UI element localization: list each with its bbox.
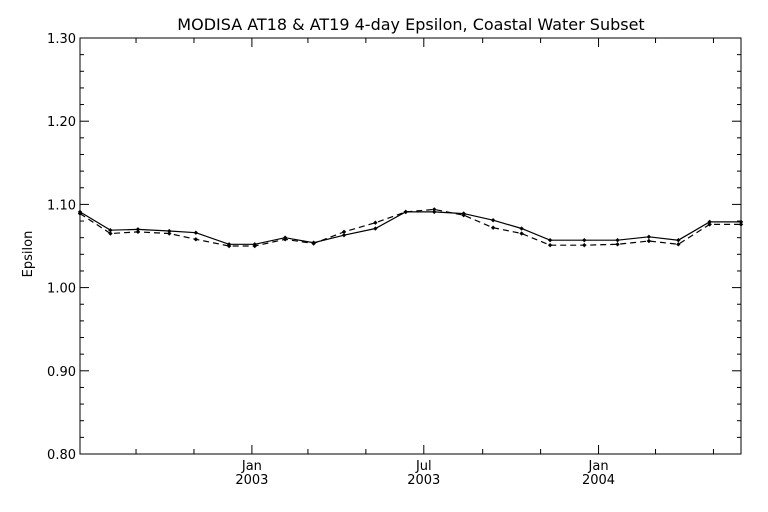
- series-1-line: [79, 211, 741, 245]
- x-tick-label-year: 2004: [582, 473, 615, 488]
- series-1-point: [646, 234, 652, 240]
- series-2-point: [432, 207, 437, 212]
- series-2-point: [193, 237, 199, 242]
- series-2-point: [341, 229, 347, 235]
- series-2-point: [615, 242, 620, 247]
- series-2-point: [167, 231, 172, 236]
- series-2-point: [646, 238, 652, 244]
- series-2-point: [490, 225, 496, 230]
- x-tick-label-month: Jan: [241, 459, 262, 474]
- series-2-point: [311, 241, 316, 246]
- series-2-point: [461, 213, 466, 218]
- series-2-point: [403, 209, 408, 215]
- y-tick-label: 0.90: [47, 365, 76, 380]
- series-2-point: [738, 222, 744, 227]
- series-1-point: [738, 219, 744, 225]
- series-2-point: [252, 243, 257, 249]
- y-axis-label: Epsilon: [21, 231, 36, 278]
- series-1-point: [707, 219, 712, 225]
- series-1-point: [490, 218, 496, 223]
- series-2-line: [79, 208, 741, 247]
- series-1-point: [135, 227, 141, 232]
- y-tick-label: 1.00: [47, 282, 76, 297]
- series-2-point: [108, 231, 113, 236]
- series-2-point: [77, 211, 83, 216]
- x-tick-label-month: Jan: [588, 459, 609, 474]
- x-tick-label-month: Jul: [415, 459, 432, 474]
- series-2-point: [707, 222, 712, 227]
- series-1-point: [547, 237, 553, 243]
- series-2-point: [226, 243, 232, 249]
- series-1-point: [582, 237, 587, 243]
- y-tick-label: 0.80: [47, 448, 76, 463]
- series-2-point: [373, 220, 378, 225]
- series-1-point: [432, 209, 437, 215]
- series-2-point: [135, 229, 141, 235]
- x-tick-label-year: 2003: [407, 473, 440, 488]
- y-axis: 0.80 0.90 1.00 1.10 1.20 1.30: [47, 32, 741, 463]
- series-1-point: [373, 226, 378, 231]
- y-tick-label: 1.10: [47, 198, 76, 213]
- series-1-point: [519, 226, 524, 231]
- series-2-point: [582, 242, 587, 248]
- series-1-point: [676, 237, 681, 243]
- series-2-point: [547, 242, 553, 248]
- series-1-point: [167, 228, 172, 234]
- series-2-point: [676, 242, 681, 247]
- series-1-point: [615, 237, 620, 243]
- y-tick-label: 1.30: [47, 32, 76, 47]
- y-tick-label: 1.20: [47, 115, 76, 130]
- chart-title: MODISA AT18 & AT19 4-day Epsilon, Coasta…: [177, 15, 644, 34]
- series-layer: [77, 207, 744, 249]
- series-1-point: [108, 227, 113, 233]
- plot-frame: [79, 37, 742, 455]
- series-1-point: [193, 230, 199, 235]
- series-2-point: [282, 237, 288, 242]
- series-2-point: [519, 231, 524, 236]
- series-1-point: [341, 232, 347, 238]
- x-tick-label-year: 2003: [235, 473, 268, 488]
